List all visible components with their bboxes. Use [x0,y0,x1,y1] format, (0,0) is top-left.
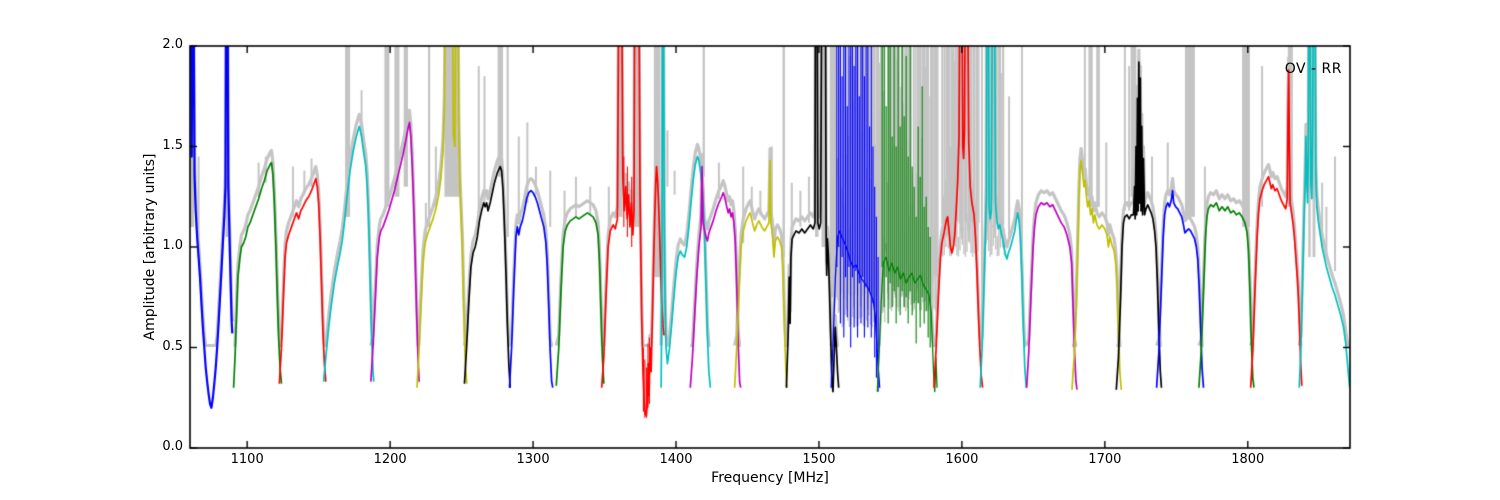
y-axis-label: Amplitude [arbitrary units] [142,153,158,341]
corner-annotation: OV - RR [1284,61,1342,77]
x-axis-label: Frequency [MHz] [711,470,829,486]
